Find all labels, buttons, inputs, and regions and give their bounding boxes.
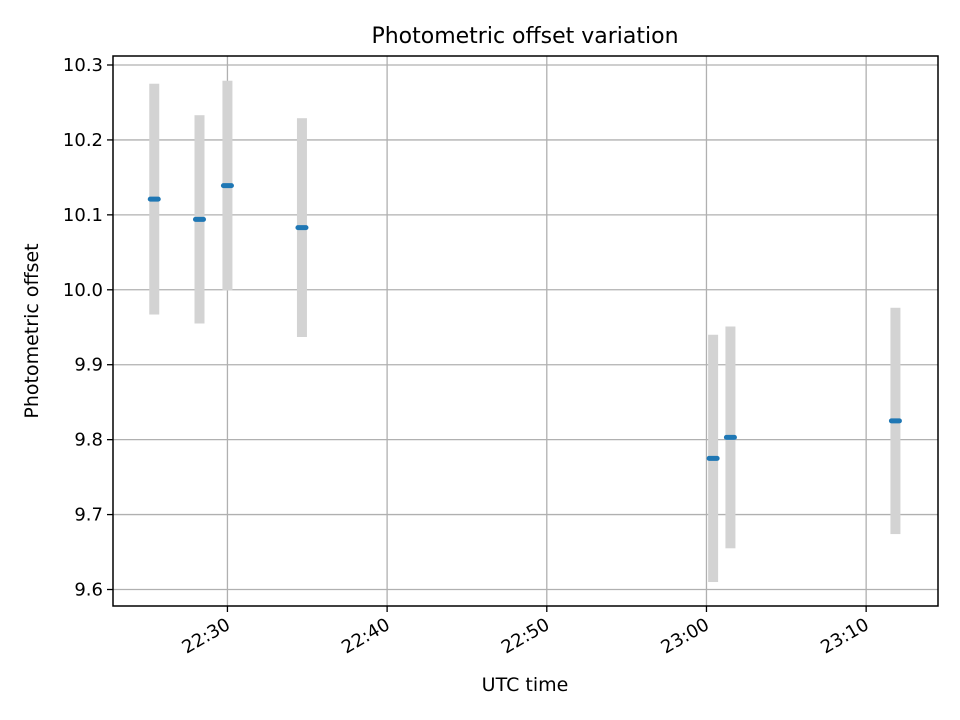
y-tick-label: 9.9 [74,355,103,376]
y-tick-label: 9.6 [74,580,103,601]
grid-layer [113,56,938,606]
y-tick-label: 9.7 [74,505,103,526]
x-tick-label: 23:10 [817,614,872,658]
x-tick-label: 22:30 [179,614,234,658]
x-tick-label: 22:40 [338,614,393,658]
error-bar-layer [149,80,901,583]
x-axis-label: UTC time [482,674,569,696]
tick-layer: 9.6 9.7 9.8 9.9 10.0 10.1 10.2 10.3 22:30 22:40 22… [63,55,873,658]
y-tick-label: 9.8 [74,430,103,451]
y-tick-label: 10.1 [63,205,103,226]
y-axis-label: Photometric offset [21,243,43,418]
plot-frame [112,55,939,607]
point-layer [147,183,902,461]
y-tick-label: 10.3 [63,55,103,76]
chart-title: Photometric offset variation [371,24,678,49]
x-tick-label: 22:50 [498,614,553,658]
x-tick-label: 23:00 [658,614,713,658]
y-tick-label: 10.0 [63,280,103,301]
y-tick-label: 10.2 [63,130,103,151]
